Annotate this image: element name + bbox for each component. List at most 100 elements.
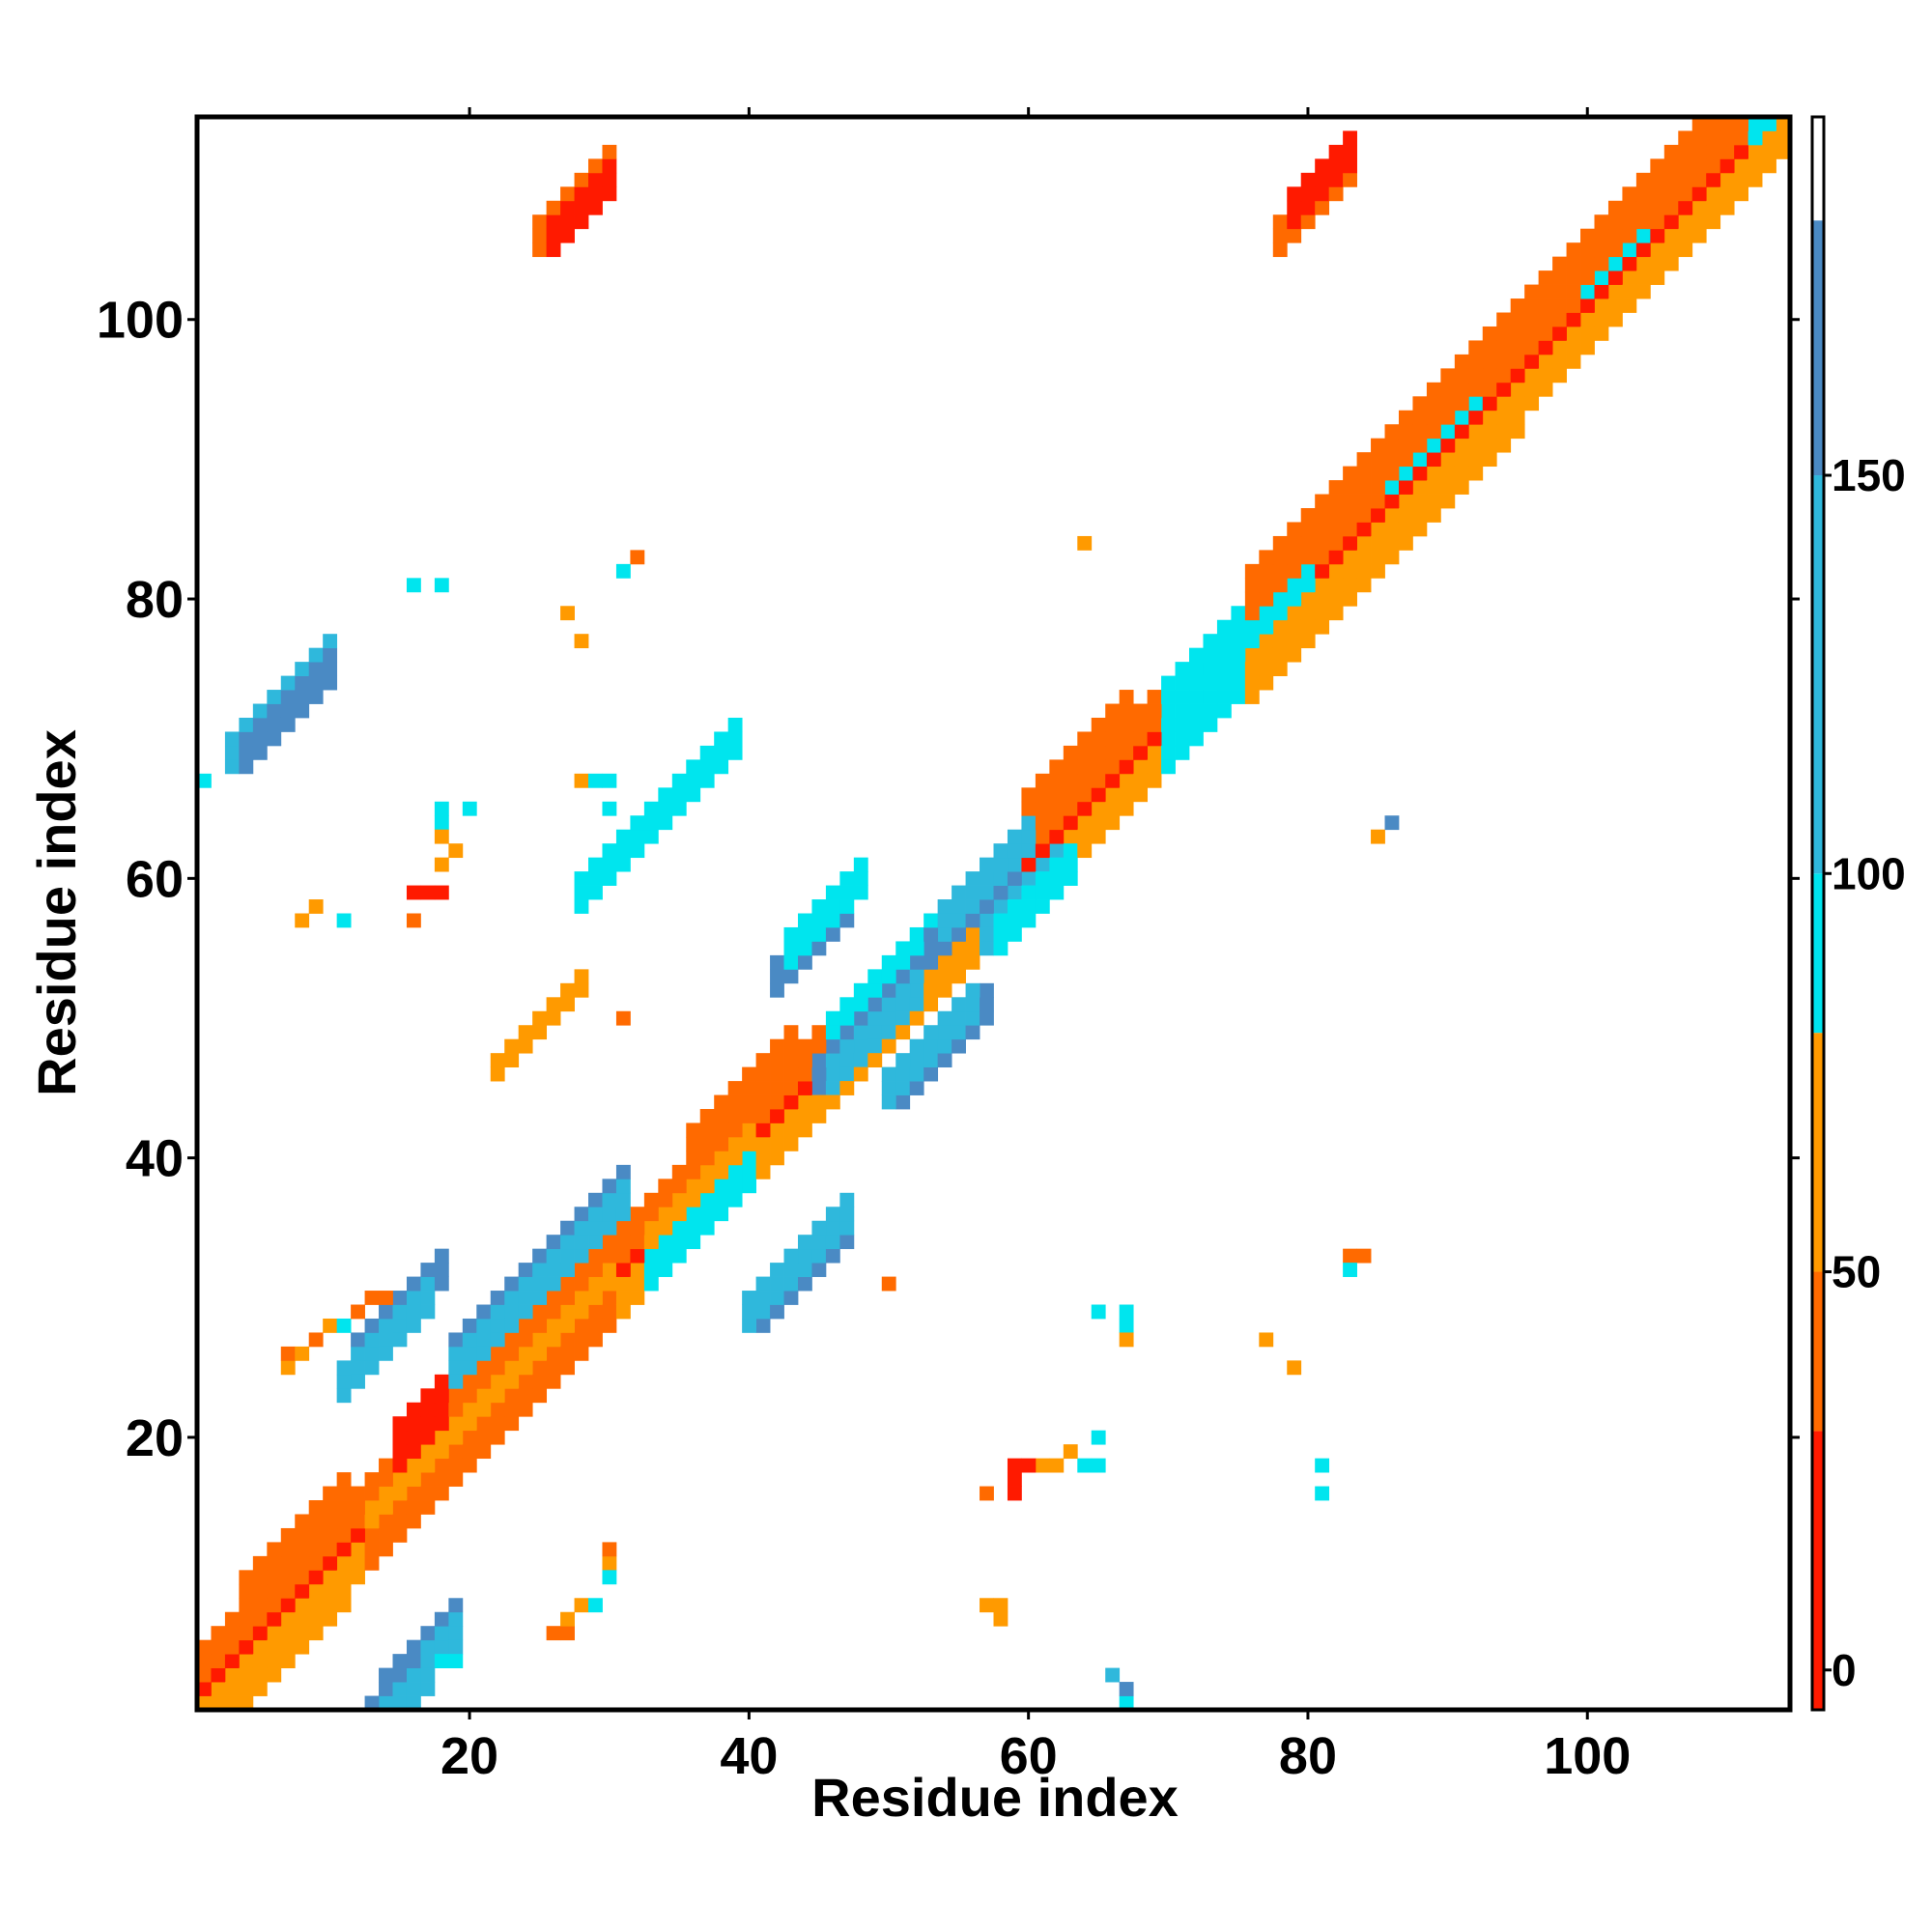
heatmap-cell — [643, 815, 659, 831]
heatmap-cell — [797, 954, 812, 970]
heatmap-cell — [952, 997, 966, 1012]
heatmap-cell — [783, 1081, 799, 1095]
heatmap-cell — [658, 815, 673, 831]
heatmap-cell — [755, 1164, 771, 1179]
heatmap-cell — [952, 885, 966, 900]
heatmap-cell — [1035, 773, 1050, 788]
heatmap-cell — [1231, 634, 1246, 649]
heatmap-cell — [727, 1122, 743, 1138]
heatmap-cell — [546, 200, 561, 215]
heatmap-cell — [434, 1276, 449, 1292]
heatmap-cell — [1482, 396, 1497, 412]
heatmap-cell — [1175, 745, 1190, 760]
heatmap-cell — [1635, 186, 1651, 202]
heatmap-cell — [504, 1276, 520, 1292]
heatmap-cell — [211, 1667, 226, 1683]
heatmap-cell — [1133, 787, 1149, 803]
heatmap-cell — [1287, 214, 1302, 230]
heatmap-cell — [853, 1066, 868, 1082]
heatmap-cell — [267, 1639, 282, 1655]
heatmap-cell — [1538, 340, 1553, 355]
heatmap-cell — [1747, 117, 1763, 131]
heatmap-cell — [825, 1025, 840, 1040]
heatmap-cell — [895, 1053, 911, 1068]
heatmap-cell — [504, 1038, 520, 1054]
heatmap-cell — [1580, 298, 1595, 313]
heatmap-cell — [895, 1066, 911, 1082]
heatmap-cell — [1356, 466, 1372, 481]
heatmap-cell — [867, 969, 883, 984]
heatmap-cell — [1231, 675, 1246, 691]
heatmap-cell — [434, 1263, 449, 1277]
heatmap-cell — [1398, 508, 1413, 523]
heatmap-cell — [602, 144, 617, 159]
heatmap-cell — [980, 899, 994, 914]
heatmap-cell — [252, 1626, 268, 1641]
heatmap-cell — [1524, 368, 1540, 384]
heatmap-cell — [1105, 703, 1121, 719]
heatmap-cell — [1510, 410, 1525, 425]
heatmap-cell — [406, 1291, 421, 1305]
heatmap-cell — [1021, 1458, 1037, 1473]
heatmap-cell — [630, 1207, 645, 1222]
heatmap-cell — [909, 969, 924, 984]
heatmap-cell — [783, 1263, 799, 1277]
heatmap-cell — [476, 1346, 492, 1361]
heatmap-cell — [1524, 284, 1540, 299]
heatmap-cell — [197, 773, 212, 788]
heatmap-cell — [1496, 326, 1512, 341]
heatmap-cell — [1049, 829, 1065, 844]
heatmap-cell — [1635, 214, 1651, 230]
heatmap-cell — [881, 1010, 896, 1026]
heatmap-cell — [952, 954, 966, 970]
heatmap-cell — [602, 801, 617, 816]
heatmap-cell — [1287, 200, 1302, 215]
heatmap-cell — [1622, 298, 1637, 313]
heatmap-cell — [1147, 759, 1162, 775]
heatmap-cell — [895, 941, 911, 956]
heatmap-cell — [1272, 619, 1288, 635]
heatmap-cell — [295, 1583, 310, 1599]
heatmap-cell — [1007, 899, 1022, 914]
heatmap-cell — [1538, 368, 1553, 384]
heatmap-cell — [853, 1025, 868, 1040]
heatmap-cell — [518, 1402, 533, 1417]
heatmap-cell — [630, 1220, 645, 1236]
heatmap-cell — [1635, 172, 1651, 187]
heatmap-cell — [1175, 703, 1190, 719]
heatmap-cell — [1607, 242, 1623, 258]
heatmap-cell — [1622, 284, 1637, 299]
heatmap-cell — [658, 1263, 673, 1277]
heatmap-cell — [1203, 634, 1218, 649]
heatmap-cell — [406, 1416, 421, 1432]
heatmap-cell — [1035, 1458, 1050, 1473]
heatmap-cell — [1035, 857, 1050, 872]
heatmap-cell — [532, 1248, 548, 1264]
heatmap-cell — [1371, 508, 1385, 523]
heatmap-cell — [1594, 242, 1609, 258]
heatmap-cell — [1343, 466, 1357, 481]
heatmap-cell — [1482, 452, 1497, 468]
heatmap-cell — [532, 1388, 548, 1404]
heatmap-cell — [379, 1695, 393, 1711]
heatmap-cell — [588, 1192, 603, 1208]
heatmap-cell — [839, 885, 855, 900]
heatmap-cell — [448, 1374, 464, 1389]
heatmap-cell — [1021, 801, 1037, 816]
heatmap-cell — [1454, 382, 1469, 397]
heatmap-cell — [490, 1416, 505, 1432]
heatmap-cell — [1776, 130, 1791, 146]
heatmap-cell — [420, 1402, 436, 1417]
heatmap-cell — [699, 745, 715, 760]
heatmap-cell — [406, 885, 421, 900]
heatmap-cell — [1287, 647, 1302, 663]
heatmap-cell — [392, 1416, 408, 1432]
heatmap-cell — [308, 1583, 324, 1599]
heatmap-cell — [364, 1555, 380, 1571]
heatmap-cell — [714, 1164, 729, 1179]
heatmap-cell — [671, 1207, 687, 1222]
heatmap-cell — [770, 1038, 784, 1054]
heatmap-cell — [630, 829, 645, 844]
heatmap-cell — [1287, 634, 1302, 649]
heatmap-cell — [434, 815, 449, 831]
